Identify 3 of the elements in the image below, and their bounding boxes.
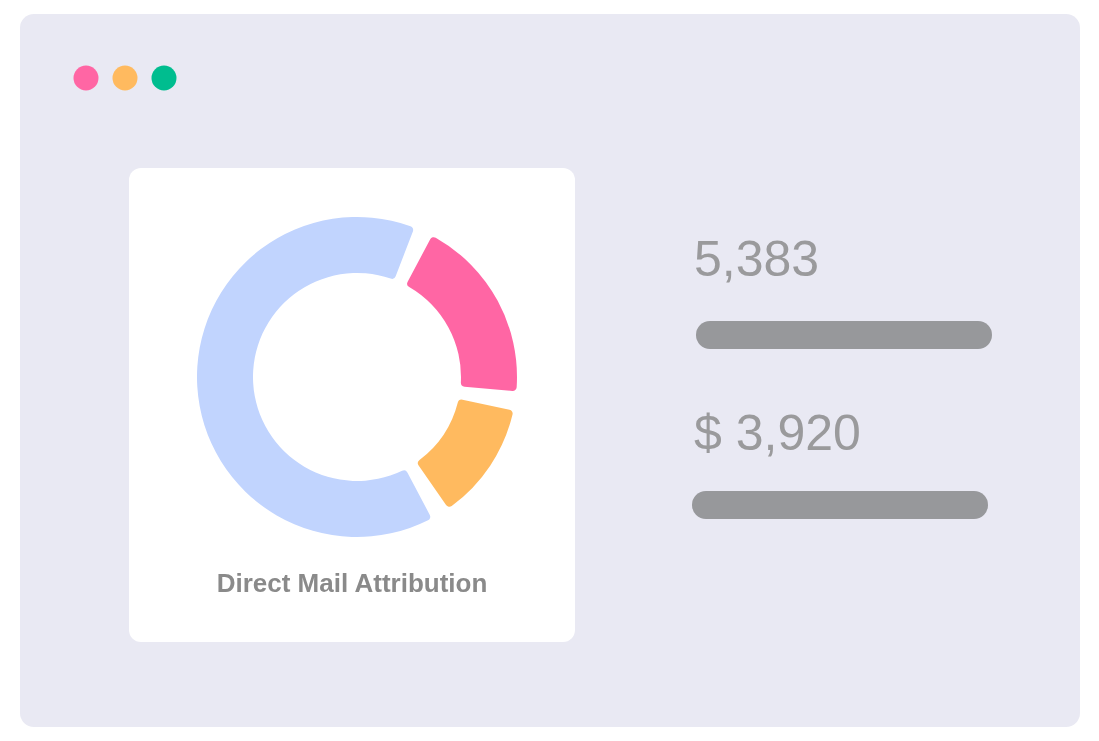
text: Direct Mail Attribution xyxy=(215,568,489,599)
text: $ 3,920 xyxy=(694,404,861,462)
text: 5,383 xyxy=(694,230,820,288)
